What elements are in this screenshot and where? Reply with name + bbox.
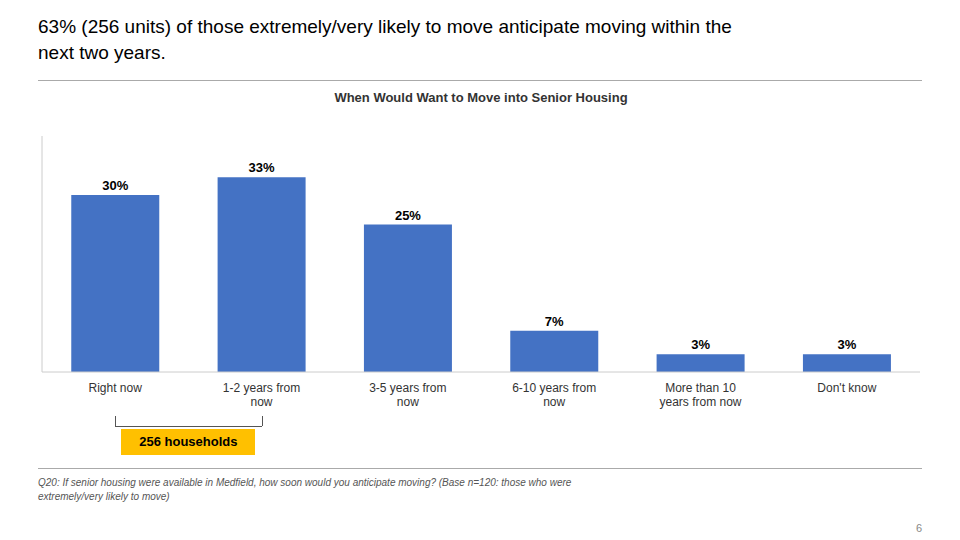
- html-text:Q20: If senior housing were av: Q20: If senior housing were available in…: [38, 477, 572, 502]
- svg-text:Right now: Right now: [88, 381, 142, 395]
- svg-text:30%: 30%: [102, 178, 128, 193]
- svg-text:1-2 years fromnow: 1-2 years fromnow: [223, 381, 300, 409]
- svg-text:33%: 33%: [249, 160, 275, 175]
- svg-text:3-5 years fromnow: 3-5 years fromnow: [369, 381, 446, 409]
- svg-text:6-10 years fromnow: 6-10 years fromnow: [512, 381, 596, 409]
- svg-text:7%: 7%: [545, 314, 564, 329]
- svg-text:25%: 25%: [395, 208, 421, 223]
- html-text:256 households: 256 households: [139, 434, 238, 449]
- svg-text:3%: 3%: [691, 337, 710, 352]
- svg-text:More than 10years from now: More than 10years from now: [659, 381, 741, 409]
- html-text:When Would Want to Move into S: When Would Want to Move into Senior Hous…: [334, 90, 628, 105]
- svg-text:Don't know: Don't know: [817, 381, 876, 395]
- svg-text:3%: 3%: [838, 337, 857, 352]
- html-text:6: 6: [915, 522, 922, 534]
- html-text:63% (256 units) of those extre: 63% (256 units) of those extremely/very …: [38, 16, 732, 63]
